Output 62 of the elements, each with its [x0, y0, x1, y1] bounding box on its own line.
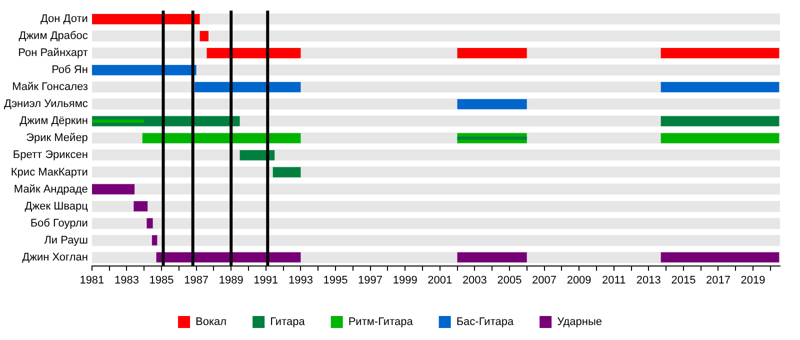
y-tick-label: Майк Андраде: [14, 183, 88, 196]
bar: [660, 133, 780, 144]
y-tick-label: Джин Хоглан: [22, 251, 88, 264]
bar: [660, 116, 780, 126]
bar: [660, 48, 780, 58]
y-tick-label: Боб Гоурли: [30, 217, 88, 230]
x-tick-label: 2003: [462, 274, 487, 286]
y-tick-label: Майк Гонсалез: [12, 81, 88, 94]
y-tick-label: Дон Доти: [40, 13, 88, 26]
y-tick-label: Джим Драбос: [18, 30, 88, 42]
bar: [194, 82, 301, 92]
bar: [134, 201, 148, 212]
legend-label: Вокал: [196, 316, 227, 328]
legend-label: Гитара: [270, 316, 306, 328]
y-tick-label: Роб Ян: [52, 64, 88, 76]
y-tick-label: Крис МакКарти: [10, 166, 88, 178]
x-tick-label: 2011: [602, 274, 626, 286]
x-tick-label: 2019: [740, 274, 766, 286]
bar: [660, 252, 780, 262]
bar: [457, 99, 527, 110]
x-tick-label: 2017: [706, 274, 730, 286]
y-tick-label: Джек Шварц: [24, 200, 89, 212]
x-tick-label: 2013: [636, 274, 661, 286]
legend-label: Бас-Гитара: [456, 316, 514, 328]
bar: [92, 65, 196, 76]
x-tick-label: 1999: [392, 274, 418, 286]
y-tick-label: Эрик Мейер: [26, 132, 88, 144]
x-tick-label: 1983: [114, 274, 139, 286]
x-tick-label: 1991: [254, 274, 278, 286]
y-tick-label: Джим Дёркин: [20, 115, 88, 128]
x-tick-label: 1987: [184, 274, 209, 286]
legend-label: Ударные: [557, 316, 602, 328]
bar: [457, 136, 527, 140]
x-tick-label: 2015: [671, 274, 696, 286]
bar: [660, 82, 780, 92]
x-tick-label: 1993: [288, 274, 313, 286]
x-tick-label: 2001: [428, 274, 452, 286]
y-tick-label: Ли Рауш: [44, 234, 88, 246]
x-tick-label: 2005: [497, 274, 522, 286]
x-tick-label: 2007: [532, 274, 557, 286]
bar: [92, 14, 200, 24]
bar: [200, 31, 208, 42]
y-tick-label: Дэниэл Уильямс: [4, 98, 88, 110]
y-tick-label: Бретт Эриксен: [12, 149, 88, 162]
y-tick-label: Рон Райнхарт: [18, 47, 88, 60]
bar: [272, 167, 301, 178]
bar: [457, 252, 527, 262]
x-tick-label: 1985: [149, 274, 174, 286]
bar: [92, 120, 144, 123]
legend-label: Ритм-Гитара: [348, 316, 414, 328]
x-tick-label: 1997: [358, 274, 383, 286]
x-tick-label: 1995: [323, 274, 348, 286]
bar: [92, 184, 135, 194]
bar: [240, 150, 275, 160]
bar: [146, 218, 153, 228]
bar: [206, 48, 301, 58]
bar: [156, 252, 301, 262]
bar: [457, 48, 527, 58]
bar: [152, 235, 158, 246]
x-tick-label: 2009: [566, 274, 592, 286]
x-tick-label: 1989: [218, 274, 244, 286]
x-tick-label: 1981: [80, 274, 104, 286]
